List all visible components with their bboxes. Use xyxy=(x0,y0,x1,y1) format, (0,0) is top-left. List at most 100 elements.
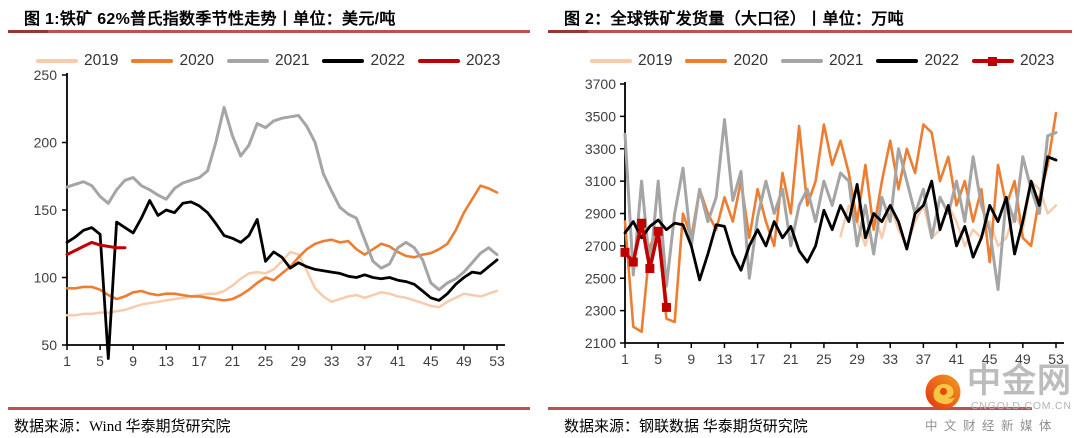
legend-item-2020: 2020 xyxy=(131,52,214,70)
x-axis-label: 17 xyxy=(750,351,766,367)
legend-item-2022: 2022 xyxy=(876,52,959,70)
legend-item-2019: 2019 xyxy=(36,52,118,70)
x-axis-label: 25 xyxy=(816,351,832,367)
x-axis-label: 25 xyxy=(258,353,274,369)
series-marker-2023 xyxy=(653,226,663,236)
legend-swatch-2021 xyxy=(780,59,823,63)
y-axis-label: 2500 xyxy=(585,270,616,286)
series-marker-2023 xyxy=(620,247,630,257)
y-axis-label: 2900 xyxy=(585,206,616,222)
x-axis-label: 9 xyxy=(687,351,695,367)
legend-swatch-2021 xyxy=(226,59,269,63)
figure1-seasonality-chart: 250 200 150 100 50 1 5 9 13 17 21 25 29 33 37 41 45 49 53 xyxy=(34,67,505,369)
x-axis-label: 53 xyxy=(489,353,505,369)
legend-item-2020: 2020 xyxy=(685,52,768,70)
series-marker-2023 xyxy=(661,302,671,312)
series-line-2020 xyxy=(65,184,499,302)
figure2-panel: 图 2：全球铁矿发货量（大口径）丨单位：万吨 2019 2020 2021 2022 2… xyxy=(540,0,1080,438)
figure2-source-rule xyxy=(548,407,1032,410)
y-axis-label: 3500 xyxy=(585,108,616,124)
legend-item-2023: 2023 xyxy=(417,52,501,70)
x-axis-label: 21 xyxy=(783,351,799,367)
figure1-title: 图 1:铁矿 62%普氏指数季节性走势丨单位：美元/吨 xyxy=(24,11,396,28)
legend-swatch-2022 xyxy=(876,59,919,63)
y-axis-label: 3100 xyxy=(585,173,616,189)
cngold-logo-text: 中金网 xyxy=(967,362,1072,400)
x-axis-label: 29 xyxy=(849,351,865,367)
legend-swatch-2023 xyxy=(971,56,1014,66)
figure1-source-rule xyxy=(8,407,530,410)
series-marker-2023 xyxy=(645,264,655,274)
figure1-title-rule xyxy=(8,30,530,33)
series-line-2021 xyxy=(65,105,499,292)
x-axis-label: 33 xyxy=(882,351,898,367)
y-axis-label: 2100 xyxy=(585,335,616,351)
x-axis-label: 5 xyxy=(96,353,104,369)
x-axis-label: 37 xyxy=(916,351,932,367)
figure2-shipments-chart: 3700 3500 3300 3100 2900 2700 2500 2300 2100 1 5 9 1… xyxy=(585,76,1064,367)
legend-item-2019: 2019 xyxy=(590,52,672,70)
legend-label-2019: 2019 xyxy=(84,52,119,69)
series-line-2019 xyxy=(65,250,499,317)
x-axis-label: 21 xyxy=(225,353,241,369)
legend-item-2023: 2023 xyxy=(971,52,1055,70)
series-line-2021 xyxy=(623,118,1058,292)
legend-label-2022: 2022 xyxy=(370,52,405,69)
series-marker-2023 xyxy=(628,257,638,267)
x-axis-label: 53 xyxy=(1048,351,1064,367)
legend-swatch-2023 xyxy=(417,59,460,63)
legend-square-marker xyxy=(987,56,997,66)
legend-item-2021: 2021 xyxy=(780,52,864,70)
cngold-watermark: 中金网 CNGOLD.COM.CN 中文财经新媒体 xyxy=(915,362,1080,438)
legend-label-2022: 2022 xyxy=(924,52,959,69)
figure1-panel: 图 1:铁矿 62%普氏指数季节性走势丨单位：美元/吨 2019 2020 2021… xyxy=(8,11,530,435)
y-axis-label: 150 xyxy=(34,202,58,218)
figure1-source: 数据来源：Wind 华泰期货研究院 xyxy=(14,419,231,435)
figure2-source: 数据来源：钢联数据 华泰期货研究院 xyxy=(564,419,808,435)
x-axis-label: 33 xyxy=(324,353,340,369)
x-axis-label: 41 xyxy=(949,351,965,367)
legend-swatch-2019 xyxy=(36,59,78,63)
x-axis-label: 49 xyxy=(456,353,472,369)
legend-label-2020: 2020 xyxy=(179,52,214,69)
legend-swatch-2020 xyxy=(685,59,728,63)
series-line-2022 xyxy=(65,199,499,360)
x-axis-label: 45 xyxy=(423,353,439,369)
y-axis-label: 100 xyxy=(34,270,58,286)
x-axis-label: 13 xyxy=(717,351,733,367)
cngold-logo-icon xyxy=(925,374,961,410)
legend-label-2020: 2020 xyxy=(733,52,768,69)
x-axis-label: 1 xyxy=(621,351,629,367)
x-axis-label: 41 xyxy=(390,353,406,369)
legend-swatch-2020 xyxy=(131,59,174,63)
y-axis-label: 3700 xyxy=(585,76,616,92)
figure2-title-rule xyxy=(548,30,1072,33)
series-line-2023 xyxy=(65,240,127,257)
y-axis-label: 2700 xyxy=(585,238,616,254)
legend-label-2023: 2023 xyxy=(1019,52,1055,69)
x-axis-label: 29 xyxy=(291,353,307,369)
x-axis-label: 5 xyxy=(654,351,662,367)
cngold-domain-text: CNGOLD.COM.CN xyxy=(971,400,1072,412)
figure2-title: 图 2：全球铁矿发货量（大口径）丨单位：万吨 xyxy=(564,11,904,28)
legend-label-2021: 2021 xyxy=(274,52,310,69)
figure1-legend: 2019 2020 2021 2022 2023 xyxy=(36,52,500,70)
legend-item-2021: 2021 xyxy=(226,52,310,70)
figure2-legend: 2019 2020 2021 2022 2023 xyxy=(590,52,1054,70)
x-axis-label: 17 xyxy=(192,353,208,369)
series-marker-2023 xyxy=(637,218,647,228)
legend-label-2021: 2021 xyxy=(828,52,864,69)
legend-label-2019: 2019 xyxy=(638,52,673,69)
legend-item-2022: 2022 xyxy=(322,52,405,70)
cngold-tagline-text: 中文财经新媒体 xyxy=(925,419,1059,433)
y-axis-label: 200 xyxy=(34,135,58,151)
x-axis-label: 45 xyxy=(982,351,998,367)
x-axis-label: 49 xyxy=(1015,351,1031,367)
legend-swatch-2019 xyxy=(590,59,632,63)
legend-swatch-2022 xyxy=(322,59,365,63)
x-axis-label: 37 xyxy=(357,353,373,369)
x-axis-label: 9 xyxy=(129,353,137,369)
series-line-2022 xyxy=(623,155,1058,282)
legend-label-2023: 2023 xyxy=(465,52,501,69)
x-axis-label: 1 xyxy=(63,353,71,369)
